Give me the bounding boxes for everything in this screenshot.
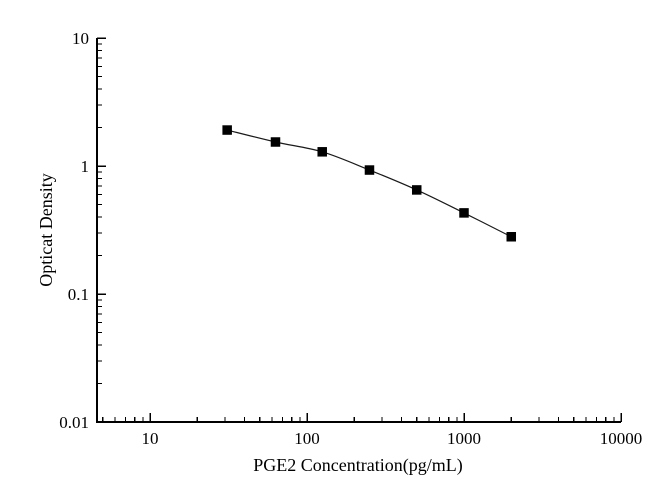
x-tick-label: 1000 [447, 429, 481, 448]
x-tick-label: 100 [294, 429, 320, 448]
axis-spine [96, 38, 621, 423]
ticks-group [97, 37, 622, 423]
data-point-marker [506, 232, 517, 242]
data-point-marker [364, 165, 375, 175]
x-tick-label: 10000 [600, 429, 643, 448]
data-point-marker [270, 137, 281, 147]
axes-group [96, 38, 621, 423]
y-tick-label: 10 [72, 29, 89, 48]
data-series-group [222, 125, 517, 242]
y-tick-label: 0.1 [68, 285, 89, 304]
data-point-marker [411, 185, 422, 195]
data-point-marker [317, 147, 327, 157]
y-axis-title: Opticat Density [36, 173, 56, 286]
series-line [226, 129, 512, 238]
data-point-marker [459, 208, 469, 218]
x-tick-label: 10 [142, 429, 159, 448]
tick-labels-group: 10 100 1000 10000 0.01 0.1 1 10 [59, 29, 642, 448]
x-axis-title: PGE2 Concentration(pg/mL) [253, 455, 462, 476]
data-point-marker [222, 125, 232, 135]
y-tick-label: 1 [81, 157, 90, 176]
y-tick-label: 0.01 [59, 413, 89, 432]
